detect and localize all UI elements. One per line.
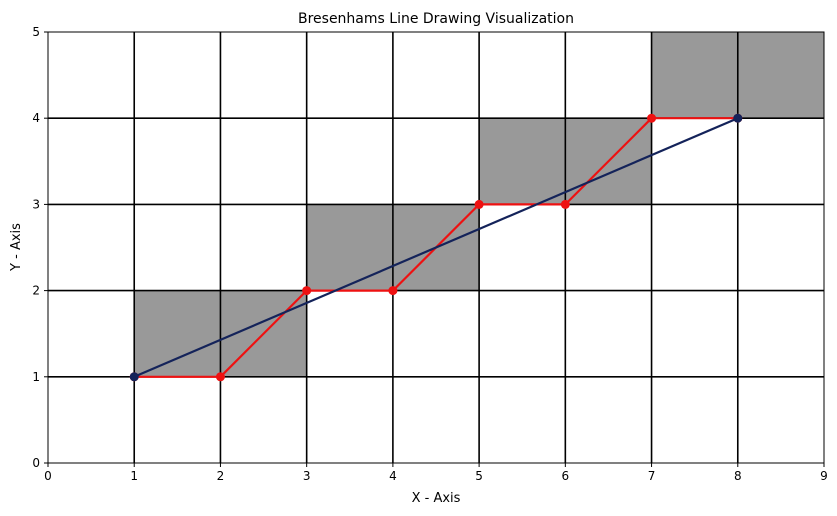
bresenham-pixels-point-1 <box>215 372 225 382</box>
shaded-cell-1-1 <box>134 290 221 377</box>
plot-frame <box>47 31 825 464</box>
x-tick-label-8: 8 <box>734 469 742 483</box>
ideal-line-point-0 <box>129 372 139 382</box>
bresenham-pixels-point-3 <box>388 286 398 296</box>
ideal-line-point-1 <box>733 113 743 123</box>
bresenham-pixels-point-4 <box>474 199 484 209</box>
y-tick-label-2: 2 <box>32 284 40 298</box>
shaded-cell-7-4 <box>651 32 738 119</box>
x-tick-label-0: 0 <box>44 469 52 483</box>
chart-title: Bresenhams Line Drawing Visualization <box>298 11 574 27</box>
bresenham-pixels-point-5 <box>560 199 570 209</box>
y-tick-label-1: 1 <box>32 370 40 384</box>
bresenham-pixels-point-6 <box>647 113 657 123</box>
y-tick-label-4: 4 <box>32 111 40 125</box>
x-tick-label-6: 6 <box>562 469 570 483</box>
ideal-line-line <box>133 117 739 378</box>
bresenham-pixels-point-2 <box>302 286 312 296</box>
x-tick-label-4: 4 <box>389 469 397 483</box>
shaded-cell-5-3 <box>479 118 566 205</box>
y-tick-label-5: 5 <box>32 25 40 39</box>
x-tick-label-7: 7 <box>648 469 656 483</box>
series-layer <box>129 113 743 382</box>
x-tick-label-1: 1 <box>130 469 138 483</box>
x-tick-label-9: 9 <box>820 469 828 483</box>
y-axis-label: Y - Axis <box>9 223 24 272</box>
shaded-cell-8-4 <box>737 32 824 119</box>
shaded-cell-3-2 <box>306 204 393 291</box>
x-tick-label-2: 2 <box>217 469 225 483</box>
axis-ticks: 0 1 2 3 4 5 6 7 8 9 0 1 2 3 4 5 <box>32 25 827 483</box>
y-tick-label-0: 0 <box>32 456 40 470</box>
x-tick-label-5: 5 <box>475 469 483 483</box>
x-tick-label-3: 3 <box>303 469 311 483</box>
x-axis-label: X - Axis <box>412 491 461 506</box>
y-tick-label-3: 3 <box>32 197 40 211</box>
